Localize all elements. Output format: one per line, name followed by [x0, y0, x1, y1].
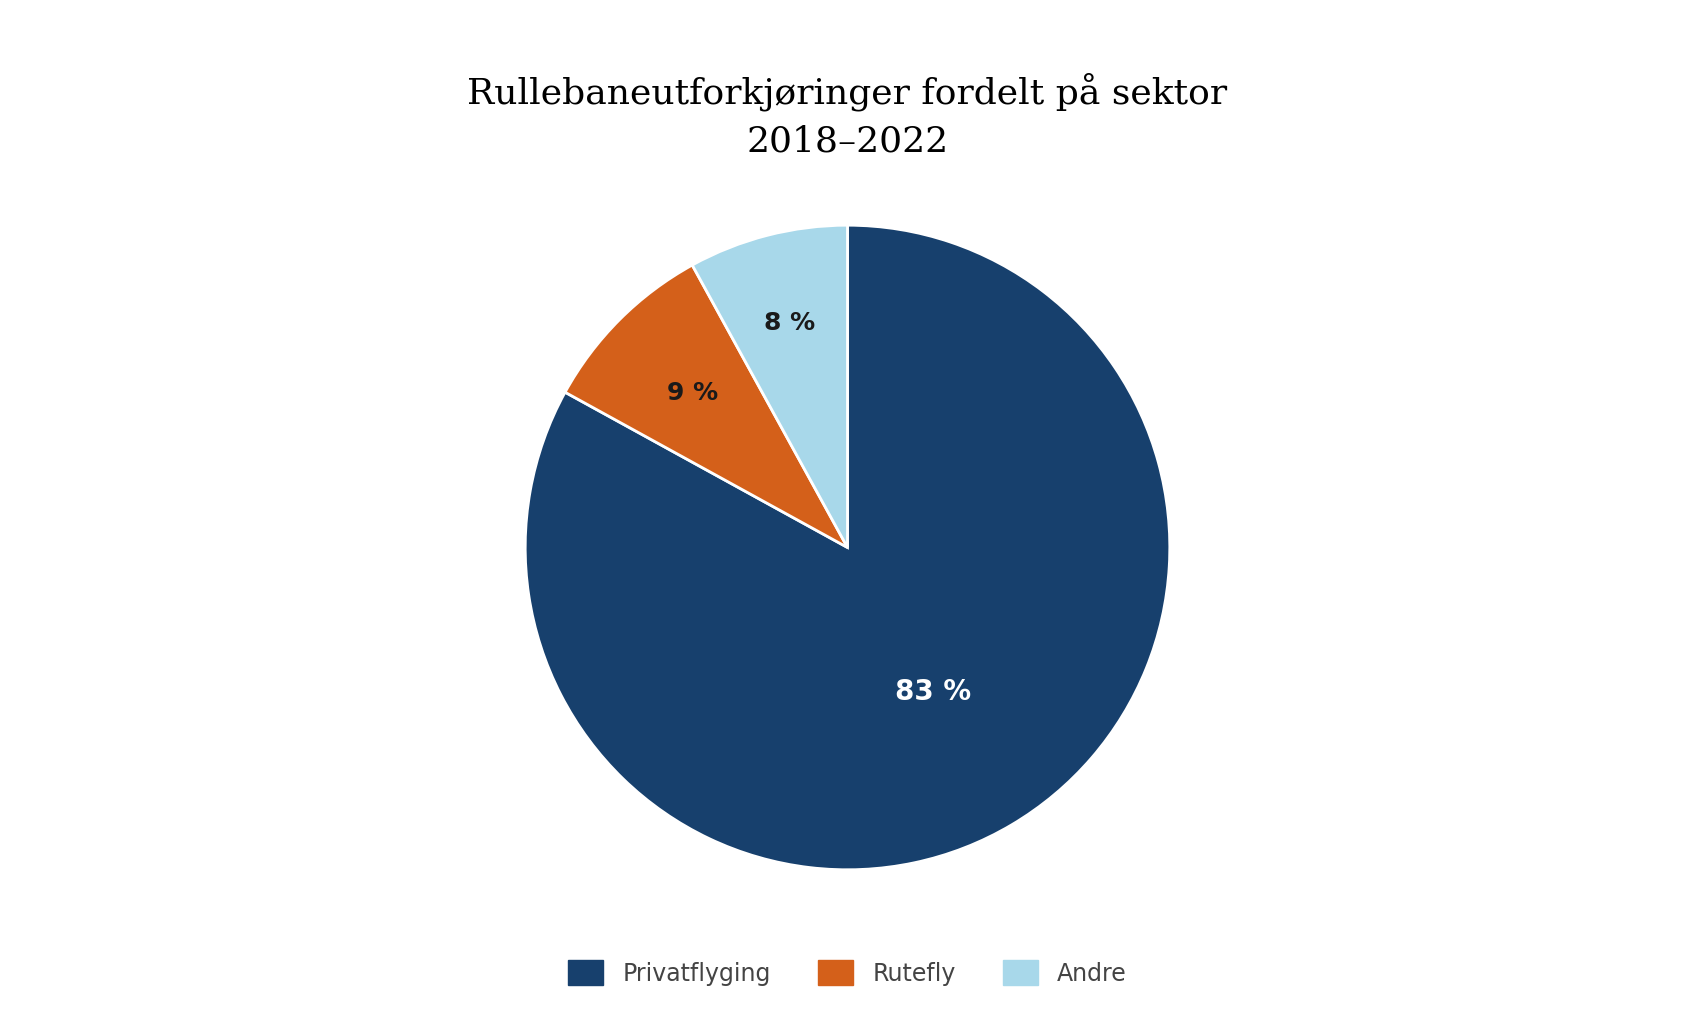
Text: Rullebaneutforkjøringer fordelt på sektor
2018–2022: Rullebaneutforkjøringer fordelt på sekto… [468, 72, 1227, 158]
Text: 8 %: 8 % [764, 311, 815, 335]
Text: 9 %: 9 % [666, 380, 719, 405]
Wedge shape [564, 265, 848, 547]
Legend: Privatflyging, Rutefly, Andre: Privatflyging, Rutefly, Andre [559, 951, 1136, 995]
Wedge shape [692, 225, 848, 547]
Text: 83 %: 83 % [895, 678, 971, 706]
Wedge shape [525, 225, 1170, 870]
